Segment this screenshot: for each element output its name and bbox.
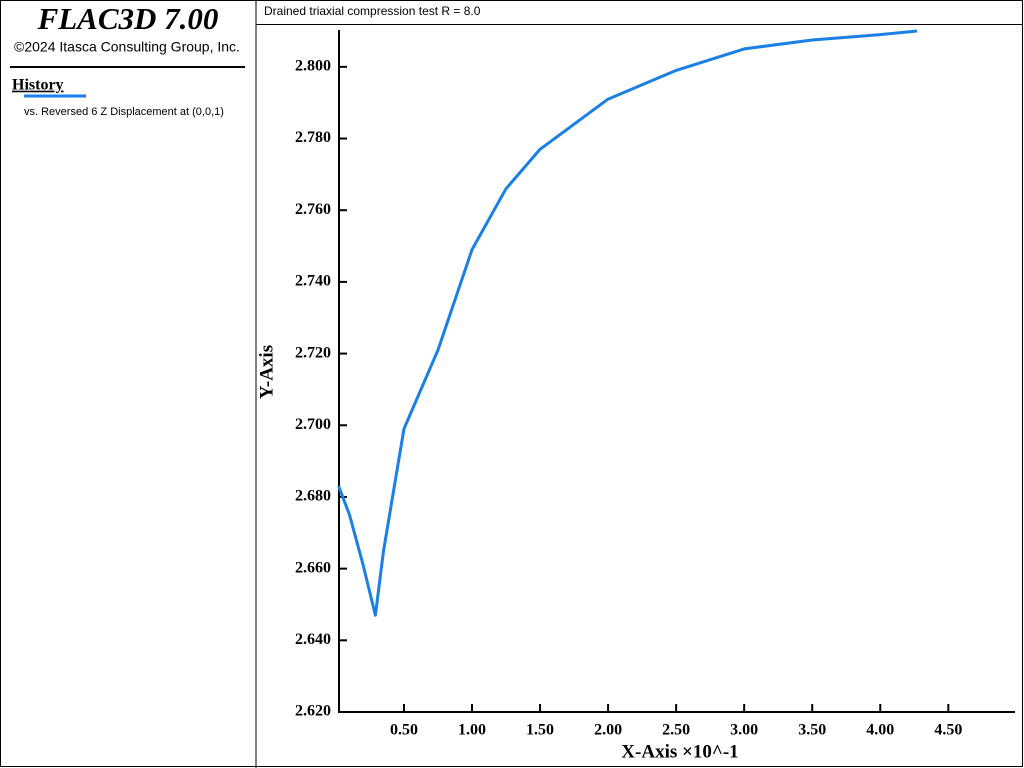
y-tick-label: 2.720 — [295, 344, 331, 361]
x-tick-label: 4.00 — [866, 722, 894, 739]
y-axis-label: Y-Axis — [256, 345, 277, 399]
y-tick-label: 2.760 — [295, 201, 331, 218]
y-tick-label: 2.680 — [295, 488, 331, 505]
y-tick-label: 2.780 — [295, 129, 331, 146]
x-tick-label: 3.50 — [798, 722, 826, 739]
x-tick-label: 1.00 — [458, 722, 486, 739]
x-tick-label: 1.50 — [526, 722, 554, 739]
y-tick-label: 2.620 — [295, 703, 331, 720]
copyright: ©2024 Itasca Consulting Group, Inc. — [14, 39, 240, 55]
x-tick-label: 3.00 — [730, 722, 758, 739]
x-tick-label: 2.00 — [594, 722, 622, 739]
x-tick-label: 0.50 — [390, 722, 418, 739]
data-line — [337, 29, 918, 617]
app-title: FLAC3D 7.00 — [37, 1, 219, 36]
plot-title: Drained triaxial compression test R = 8.… — [264, 4, 481, 18]
x-tick-label: 2.50 — [662, 722, 690, 739]
x-axis-label: X-Axis ×10^-1 — [621, 741, 738, 762]
section-title: History — [12, 77, 64, 94]
y-tick-label: 2.640 — [295, 631, 331, 648]
y-tick-label: 2.660 — [295, 559, 331, 576]
x-tick-label: 4.50 — [934, 722, 962, 739]
y-tick-label: 2.740 — [295, 273, 331, 290]
y-tick-label: 2.800 — [295, 58, 331, 75]
legend-label: vs. Reversed 6 Z Displacement at (0,0,1) — [24, 106, 224, 118]
y-tick-label: 2.700 — [295, 416, 331, 433]
